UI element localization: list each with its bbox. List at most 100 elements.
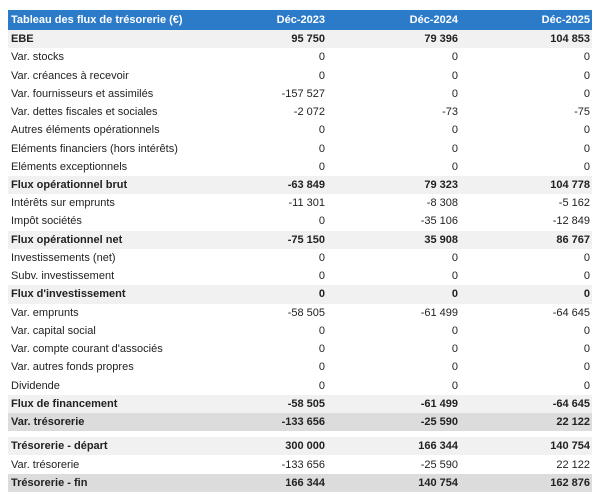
- row-label: Tableau des flux de trésorerie (€): [11, 14, 183, 26]
- row-label: Eléments exceptionnels: [11, 160, 128, 173]
- value-cell: 0: [318, 251, 325, 264]
- value-cell: 0: [451, 160, 458, 173]
- value-cell: 0: [583, 288, 590, 301]
- value-cell: -73: [442, 106, 458, 119]
- table-row: Eléments financiers (hors intérêts) 0 0 0: [8, 139, 592, 157]
- value-cell: 79 323: [424, 178, 458, 191]
- value-cell: 0: [451, 343, 458, 356]
- table-row: EBE 95 750 79 396 104 853: [8, 30, 592, 49]
- row-label: Intérêts sur emprunts: [11, 197, 115, 210]
- row-label: Var. emprunts: [11, 306, 79, 319]
- table-row: Investissements (net) 0 0 0: [8, 249, 592, 267]
- row-label: Flux opérationnel brut: [11, 178, 128, 191]
- row-label: Flux opérationnel net: [11, 233, 123, 246]
- table-row: Dividende 0 0 0: [8, 376, 592, 394]
- value-cell: 0: [318, 270, 325, 283]
- row-label: Var. capital social: [11, 324, 96, 337]
- value-cell: -8 308: [426, 197, 458, 210]
- value-cell: -5 162: [558, 197, 590, 210]
- value-cell: -12 849: [552, 215, 590, 228]
- row-label: Trésorerie - départ: [11, 440, 108, 453]
- value-cell: 104 778: [550, 178, 590, 191]
- value-cell: -157 527: [281, 87, 325, 100]
- value-cell: 0: [318, 324, 325, 337]
- value-cell: Déc-2023: [276, 14, 325, 26]
- row-label: Var. autres fonds propres: [11, 361, 134, 374]
- value-cell: 0: [451, 270, 458, 283]
- table-row: Flux d'investissement 0 0 0: [8, 285, 592, 304]
- value-cell: 0: [318, 51, 325, 64]
- row-label: Dividende: [11, 379, 60, 392]
- table-row: Var. dettes fiscales et sociales -2 072 -7…: [8, 103, 592, 121]
- value-cell: 86 767: [556, 233, 590, 246]
- value-cell: 0: [318, 69, 325, 82]
- value-cell: 0: [318, 379, 325, 392]
- row-label: Var. dettes fiscales et sociales: [11, 106, 158, 119]
- value-cell: -75 150: [287, 233, 325, 246]
- row-label: Var. trésorerie: [11, 458, 80, 471]
- value-cell: -2 072: [293, 106, 325, 119]
- row-label: Impôt sociétés: [11, 215, 82, 228]
- table-row: Eléments exceptionnels 0 0 0: [8, 158, 592, 176]
- value-cell: 0: [318, 215, 325, 228]
- header-row: Tableau des flux de trésorerie (€) Déc-20…: [8, 10, 592, 30]
- value-cell: -25 590: [420, 458, 458, 471]
- value-cell: 0: [451, 69, 458, 82]
- value-cell: 0: [583, 270, 590, 283]
- table-row: Var. fournisseurs et assimilés -157 527 0 0: [8, 85, 592, 103]
- value-cell: 166 344: [418, 440, 458, 453]
- value-cell: 22 122: [556, 458, 590, 471]
- table-row: Trésorerie - départ 300 000 166 344 140 754: [8, 437, 592, 456]
- table-row: Var. capital social 0 0 0: [8, 322, 592, 340]
- row-label: Subv. investissement: [11, 270, 115, 283]
- value-cell: -35 106: [420, 215, 458, 228]
- value-cell: -58 505: [287, 397, 325, 410]
- value-cell: -75: [574, 106, 590, 119]
- value-cell: 0: [583, 69, 590, 82]
- row-label: Var. compte courant d'associés: [11, 343, 163, 356]
- value-cell: 0: [318, 142, 325, 155]
- table-row: Flux opérationnel net -75 150 35 908 86 767: [8, 230, 592, 249]
- value-cell: 162 876: [550, 476, 590, 489]
- row-label: Var. stocks: [11, 51, 64, 64]
- table-row: Var. stocks 0 0 0: [8, 48, 592, 66]
- value-cell: 0: [583, 361, 590, 374]
- value-cell: 0: [451, 361, 458, 374]
- value-cell: 0: [451, 87, 458, 100]
- value-cell: -25 590: [420, 416, 458, 429]
- row-label: Eléments financiers (hors intérêts): [11, 142, 178, 155]
- table-row: Trésorerie - fin 166 344 140 754 162 876: [8, 473, 592, 492]
- value-cell: 0: [583, 343, 590, 356]
- value-cell: -133 656: [281, 416, 325, 429]
- value-cell: 0: [451, 142, 458, 155]
- value-cell: 0: [583, 51, 590, 64]
- table-row: Intérêts sur emprunts -11 301 -8 308 -5 162: [8, 194, 592, 212]
- value-cell: -58 505: [287, 306, 325, 319]
- value-cell: 0: [583, 379, 590, 392]
- cash-flow-table: Tableau des flux de trésorerie (€) Déc-20…: [8, 10, 592, 492]
- value-cell: 0: [318, 160, 325, 173]
- value-cell: 0: [583, 142, 590, 155]
- value-cell: 0: [451, 288, 458, 301]
- value-cell: 0: [451, 251, 458, 264]
- row-label: Var. fournisseurs et assimilés: [11, 87, 154, 100]
- table-row: Var. compte courant d'associés 0 0 0: [8, 340, 592, 358]
- value-cell: -63 849: [287, 178, 325, 191]
- row-label: Var. créances à recevoir: [11, 69, 129, 82]
- value-cell: 300 000: [285, 440, 325, 453]
- table-row: Flux de financement -58 505 -61 499 -64 645: [8, 394, 592, 413]
- value-cell: 95 750: [291, 33, 325, 46]
- value-cell: 0: [451, 51, 458, 64]
- value-cell: 0: [583, 251, 590, 264]
- value-cell: Déc-2025: [541, 14, 590, 26]
- table-row: Impôt sociétés 0 -35 106 -12 849: [8, 212, 592, 230]
- value-cell: 0: [583, 324, 590, 337]
- value-cell: 140 754: [550, 440, 590, 453]
- value-cell: 0: [318, 288, 325, 301]
- value-cell: 22 122: [556, 416, 590, 429]
- value-cell: 0: [318, 343, 325, 356]
- value-cell: 0: [583, 160, 590, 173]
- table-row: Var. trésorerie -133 656 -25 590 22 122: [8, 455, 592, 473]
- row-label: Flux d'investissement: [11, 288, 126, 301]
- value-cell: 104 853: [550, 33, 590, 46]
